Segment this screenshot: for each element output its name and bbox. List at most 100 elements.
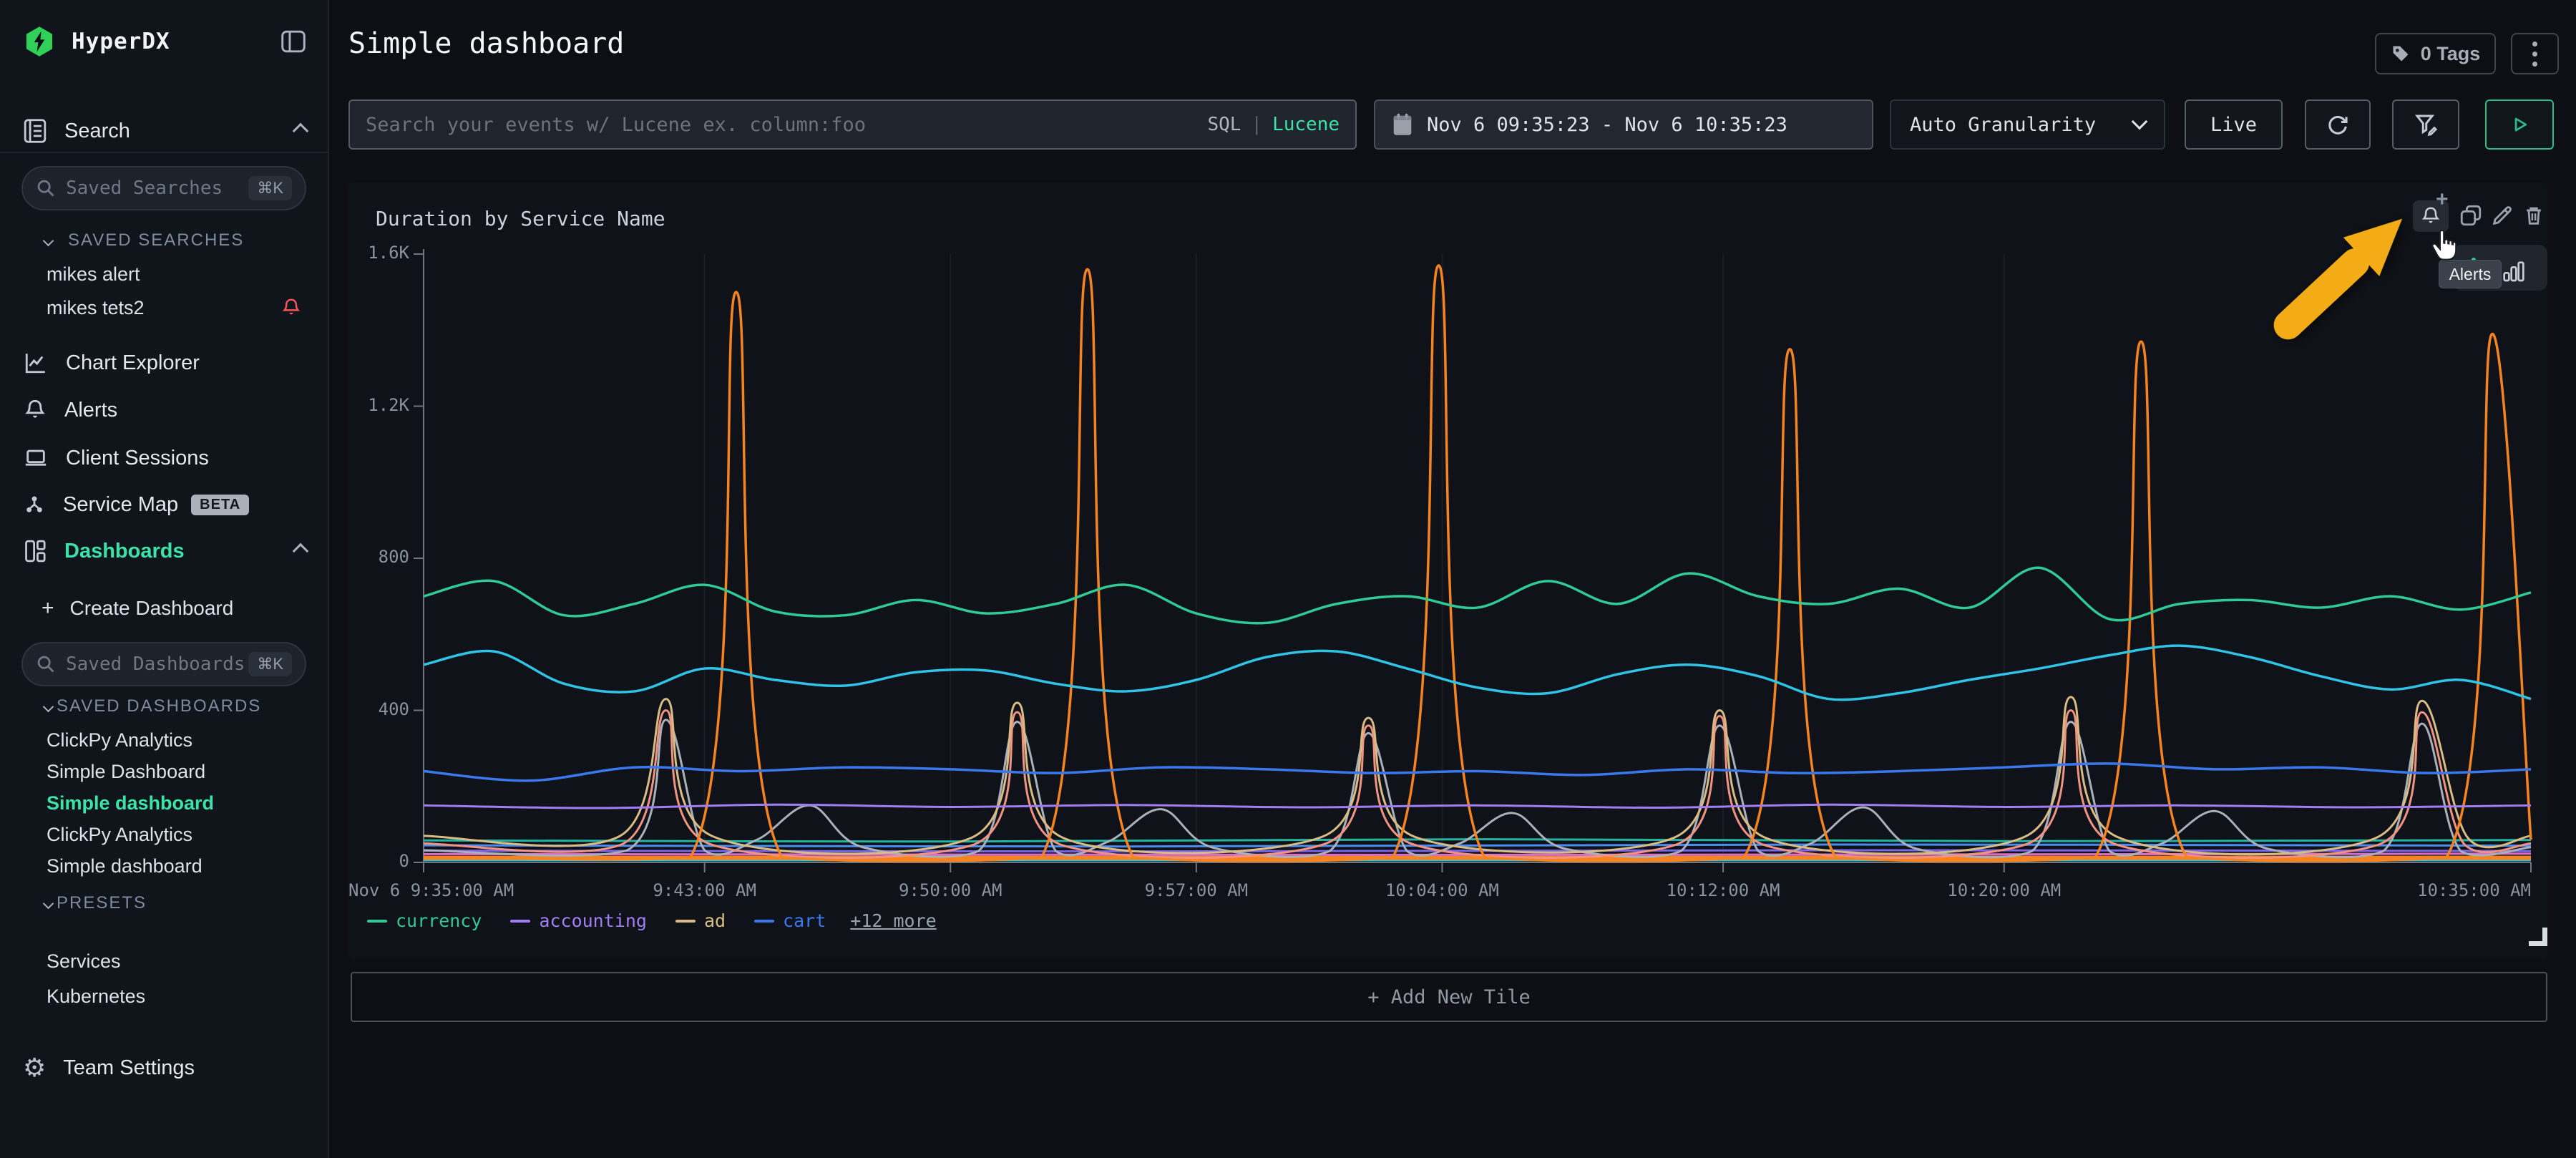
saved-searches-input[interactable]: Saved Searches ⌘K bbox=[21, 166, 306, 210]
chart-series bbox=[423, 803, 2532, 809]
beta-badge: BETA bbox=[191, 494, 250, 515]
saved-dashboards-group[interactable]: SAVED DASHBOARDS bbox=[0, 692, 329, 721]
saved-dashboards-placeholder: Saved Dashboards bbox=[66, 653, 245, 675]
legend-item[interactable]: ad bbox=[675, 910, 726, 931]
logo-row: HyperDX bbox=[0, 21, 329, 62]
sidebar-item-team-settings[interactable]: ⚙ Team Settings bbox=[0, 1049, 329, 1086]
preset-label: Services bbox=[47, 950, 121, 972]
lucene-toggle[interactable]: Lucene bbox=[1272, 114, 1340, 135]
legend-label: ad bbox=[703, 910, 726, 931]
alerts-tooltip: Alerts bbox=[2439, 260, 2502, 288]
saved-dashboard-item[interactable]: Simple Dashboard bbox=[0, 756, 329, 787]
sql-toggle[interactable]: SQL bbox=[1207, 114, 1241, 135]
chart-legend: currency accounting ad cart +12 more bbox=[367, 910, 937, 931]
line-chart[interactable] bbox=[414, 243, 2535, 877]
group-label: PRESETS bbox=[57, 893, 147, 913]
legend-item[interactable]: cart bbox=[754, 910, 826, 931]
granularity-value: Auto Granularity bbox=[1910, 113, 2097, 136]
y-tick-label: 1.6K bbox=[368, 243, 409, 263]
search-icon bbox=[36, 178, 56, 198]
saved-dashboard-item[interactable]: ClickPy Analytics bbox=[0, 724, 329, 756]
saved-dashboard-item[interactable]: ClickPy Analytics bbox=[0, 819, 329, 850]
x-tick-label: 10:04:00 AM bbox=[1385, 880, 1499, 900]
legend-item[interactable]: currency bbox=[367, 910, 482, 931]
x-tick-label: 9:57:00 AM bbox=[1144, 880, 1249, 900]
shortcut-badge: ⌘K bbox=[248, 176, 292, 200]
saved-dashboard-label: ClickPy Analytics bbox=[47, 729, 193, 751]
live-label: Live bbox=[2210, 113, 2258, 136]
chevron-down-icon bbox=[42, 235, 54, 246]
refresh-icon bbox=[2326, 112, 2350, 137]
add-new-tile-button[interactable]: + Add New Tile bbox=[351, 972, 2547, 1022]
play-icon bbox=[2509, 114, 2530, 135]
tile-edit-button[interactable] bbox=[2490, 203, 2514, 231]
service-map-icon bbox=[23, 492, 46, 517]
saved-dashboard-label: Simple Dashboard bbox=[47, 760, 206, 782]
chart-series bbox=[423, 843, 2532, 848]
chart-series bbox=[423, 644, 2532, 701]
tile-delete-button[interactable] bbox=[2522, 203, 2546, 231]
chevron-down-icon bbox=[42, 701, 54, 712]
date-range-picker[interactable]: Nov 6 09:35:23 - Nov 6 10:35:23 bbox=[1374, 99, 1873, 150]
sidebar-item-label: Search bbox=[64, 119, 130, 142]
refresh-button[interactable] bbox=[2305, 99, 2371, 150]
preset-item[interactable]: Services bbox=[0, 945, 329, 977]
laptop-icon bbox=[23, 446, 49, 470]
filter-button[interactable] bbox=[2392, 99, 2459, 150]
presets-group[interactable]: PRESETS bbox=[0, 889, 329, 918]
legend-dash bbox=[367, 919, 387, 923]
chart-series bbox=[423, 264, 2532, 862]
saved-search-item[interactable]: mikes alert bbox=[0, 258, 329, 290]
sidebar-item-alerts[interactable]: Alerts bbox=[0, 391, 329, 429]
saved-dashboard-item[interactable]: Simple dashboard bbox=[0, 850, 329, 882]
create-dashboard-button[interactable]: + Create Dashboard bbox=[0, 591, 329, 626]
saved-dashboard-label: ClickPy Analytics bbox=[47, 823, 193, 845]
saved-search-label: mikes tets2 bbox=[47, 296, 145, 318]
tile-duplicate-button[interactable] bbox=[2459, 203, 2483, 231]
chart-series bbox=[423, 566, 2532, 625]
x-tick-label: 9:43:00 AM bbox=[653, 880, 756, 900]
y-tick-label: 1.2K bbox=[368, 394, 409, 415]
more-menu-button[interactable] bbox=[2511, 33, 2559, 74]
add-tile-label: + Add New Tile bbox=[1367, 986, 1531, 1008]
date-range-value: Nov 6 09:35:23 - Nov 6 10:35:23 bbox=[1427, 113, 1787, 136]
plus-badge-icon: + bbox=[2436, 188, 2449, 211]
page-title: Simple dashboard bbox=[348, 27, 625, 60]
tile-alert-button[interactable] bbox=[2413, 200, 2449, 232]
create-dashboard-label: Create Dashboard bbox=[69, 597, 234, 619]
saved-search-label: mikes alert bbox=[47, 263, 140, 285]
hand-cursor-icon bbox=[2426, 228, 2463, 271]
chevron-up-icon bbox=[292, 542, 309, 560]
x-tick-label: 9:50:00 AM bbox=[899, 880, 1002, 900]
preset-item[interactable]: Kubernetes bbox=[0, 981, 329, 1012]
saved-searches-group[interactable]: SAVED SEARCHES bbox=[0, 226, 329, 255]
legend-more-link[interactable]: +12 more bbox=[850, 910, 937, 931]
legend-item[interactable]: accounting bbox=[510, 910, 647, 931]
collapse-sidebar-icon[interactable] bbox=[280, 30, 306, 53]
group-label: SAVED DASHBOARDS bbox=[57, 696, 262, 716]
tile-resize-handle[interactable] bbox=[2529, 928, 2547, 946]
filter-edit-icon bbox=[2413, 112, 2439, 137]
sidebar-item-service-map[interactable]: Service Map BETA bbox=[0, 486, 329, 523]
plus-icon: + bbox=[42, 596, 54, 620]
saved-dashboard-item-active[interactable]: Simple dashboard bbox=[0, 787, 329, 819]
granularity-select[interactable]: Auto Granularity bbox=[1890, 99, 2165, 150]
sidebar-item-search[interactable]: Search bbox=[0, 113, 329, 149]
legend-dash bbox=[754, 919, 775, 923]
run-query-button[interactable] bbox=[2485, 99, 2554, 150]
legend-dash bbox=[675, 919, 696, 923]
tags-button[interactable]: 0 Tags bbox=[2375, 33, 2496, 74]
bell-icon bbox=[23, 398, 47, 422]
calendar-icon bbox=[1392, 113, 1413, 136]
saved-search-item[interactable]: mikes tets2 bbox=[0, 292, 329, 323]
chart-series bbox=[423, 696, 2532, 856]
event-search-input[interactable]: Search your events w/ Lucene ex. column:… bbox=[348, 99, 1357, 150]
sidebar-item-chart-explorer[interactable]: Chart Explorer bbox=[0, 344, 329, 381]
sidebar-item-dashboards[interactable]: Dashboards bbox=[0, 531, 329, 571]
preset-label: Kubernetes bbox=[47, 985, 146, 1007]
chart-title: Duration by Service Name bbox=[376, 207, 665, 230]
live-button[interactable]: Live bbox=[2185, 99, 2283, 150]
sidebar-item-client-sessions[interactable]: Client Sessions bbox=[0, 439, 329, 477]
bar-chart-icon bbox=[2503, 261, 2524, 287]
saved-dashboards-input[interactable]: Saved Dashboards ⌘K bbox=[21, 642, 306, 686]
